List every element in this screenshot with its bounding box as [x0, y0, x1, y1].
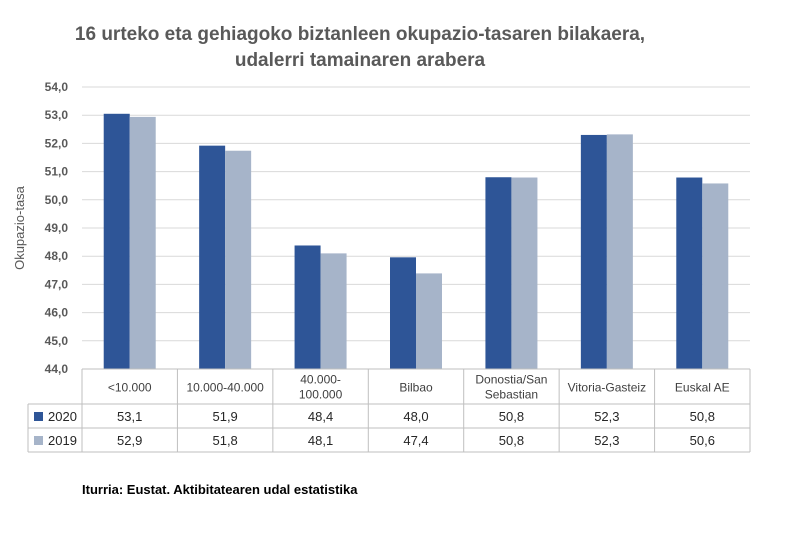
x-category-label: <10.000	[108, 381, 152, 395]
y-tick-label: 46,0	[45, 306, 69, 320]
legend-key-2019	[34, 436, 43, 445]
data-label-2020: 50,8	[690, 409, 715, 424]
x-category-label: Sebastian	[485, 388, 538, 402]
bar-2019	[511, 177, 538, 369]
bar-2020	[199, 145, 226, 369]
legend-label-2020: 2020	[48, 409, 77, 424]
y-tick-label: 50,0	[45, 193, 69, 207]
chart-title-line-2: udalerri tamainaren arabera	[234, 50, 486, 71]
bar-2020	[294, 245, 321, 369]
bar-2019	[320, 253, 347, 369]
bar-2020	[103, 113, 130, 369]
bar-2019	[129, 116, 156, 369]
chart-title-line-1: 16 urteko eta gehiagoko biztanleen okupa…	[74, 24, 646, 45]
bar-2019	[225, 150, 252, 369]
data-label-2019: 48,1	[308, 433, 333, 448]
y-axis-label: Okupazio-tasa	[12, 185, 27, 270]
y-tick-label: 54,0	[45, 80, 69, 94]
data-label-2019: 51,8	[212, 433, 237, 448]
x-category-label: 40.000-	[300, 373, 341, 387]
data-label-2019: 47,4	[403, 433, 428, 448]
data-label-2020: 48,0	[403, 409, 428, 424]
x-category-label: Euskal AE	[675, 381, 730, 395]
bar-2019	[416, 273, 442, 369]
bar-2020	[485, 177, 512, 369]
x-category-label: 10.000-40.000	[186, 381, 264, 395]
x-category-label: Vitoria-Gasteiz	[568, 381, 646, 395]
y-tick-label: 44,0	[45, 362, 69, 376]
bar-2020	[580, 134, 607, 369]
y-tick-label: 45,0	[45, 334, 69, 348]
x-category-label: Bilbao	[399, 381, 433, 395]
data-label-2020: 53,1	[117, 409, 142, 424]
legend-key-2020	[34, 412, 43, 421]
bar-2020	[676, 177, 703, 369]
x-category-label: 100.000	[299, 388, 343, 402]
data-label-2019: 52,3	[594, 433, 619, 448]
chart-title: 16 urteko eta gehiagoko biztanleen okupa…	[0, 22, 720, 74]
source-note: Iturria: Eustat. Aktibitatearen udal est…	[82, 482, 358, 497]
legend-label-2019: 2019	[48, 433, 77, 448]
bar-2019	[606, 134, 633, 369]
data-label-2019: 50,6	[690, 433, 715, 448]
data-label-2020: 51,9	[212, 409, 237, 424]
data-label-2019: 50,8	[499, 433, 524, 448]
data-label-2020: 52,3	[594, 409, 619, 424]
y-tick-label: 52,0	[45, 136, 69, 150]
bar-2019	[702, 183, 729, 369]
y-tick-label: 51,0	[45, 165, 69, 179]
data-label-2019: 52,9	[117, 433, 142, 448]
bar-2020	[390, 257, 416, 369]
y-tick-label: 49,0	[45, 221, 69, 235]
data-label-2020: 50,8	[499, 409, 524, 424]
y-tick-label: 48,0	[45, 249, 69, 263]
data-label-2020: 48,4	[308, 409, 333, 424]
y-tick-label: 53,0	[45, 108, 69, 122]
y-tick-label: 47,0	[45, 277, 69, 291]
x-category-label: Donostia/San	[475, 373, 547, 387]
